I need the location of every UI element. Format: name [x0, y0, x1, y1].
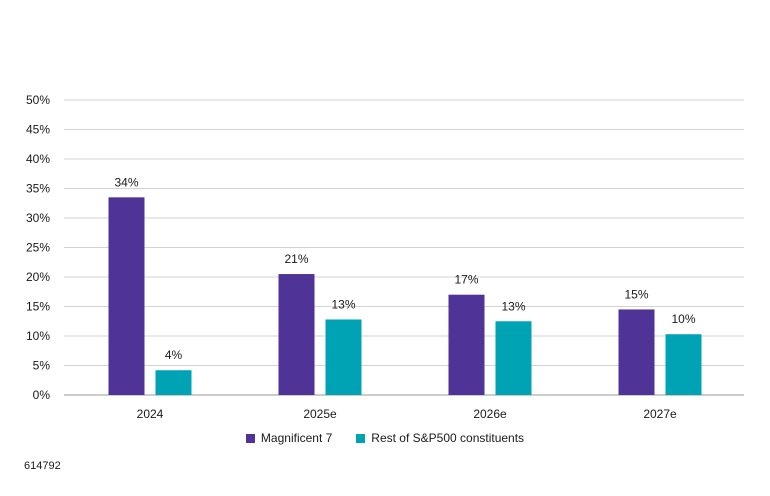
- y-tick-label: 15%: [26, 300, 50, 314]
- gridlines: [64, 99, 744, 396]
- legend: Magnificent 7 Rest of S&P500 constituent…: [0, 431, 770, 445]
- data-label: 10%: [671, 312, 695, 326]
- data-label: 17%: [454, 273, 478, 287]
- x-tick-label: 2027e: [643, 407, 677, 421]
- y-tick-label: 0%: [33, 388, 51, 402]
- bar: [325, 319, 362, 395]
- x-axis-ticks: 2024 2025e 2026e 2027e: [137, 407, 677, 421]
- y-axis-ticks: 0% 5% 10% 15% 20% 25% 30% 35% 40% 45% 50%: [26, 93, 50, 402]
- bar: [155, 370, 192, 395]
- y-tick-label: 45%: [26, 123, 50, 137]
- data-label: 13%: [331, 297, 355, 311]
- bars: 34% 4% 21% 13% 17% 13% 15% 10%: [108, 175, 702, 395]
- bar: [448, 294, 485, 395]
- bar: [618, 309, 655, 395]
- legend-item-magnificent-7: Magnificent 7: [245, 431, 333, 445]
- data-label: 13%: [501, 299, 525, 313]
- data-label: 15%: [624, 287, 648, 301]
- bar: [665, 334, 702, 395]
- x-tick-label: 2024: [137, 407, 164, 421]
- y-tick-label: 5%: [33, 359, 51, 373]
- legend-swatch-rest-of-sp500: [356, 433, 366, 443]
- legend-swatch-magnificent-7: [245, 433, 255, 443]
- y-tick-label: 25%: [26, 241, 50, 255]
- legend-label: Magnificent 7: [260, 431, 333, 445]
- y-tick-label: 40%: [26, 152, 50, 166]
- y-tick-label: 35%: [26, 182, 50, 196]
- y-tick-label: 50%: [26, 93, 50, 107]
- x-tick-label: 2026e: [473, 407, 507, 421]
- bar: [278, 274, 315, 395]
- x-tick-label: 2025e: [303, 407, 337, 421]
- data-label: 4%: [165, 348, 183, 362]
- legend-label: Rest of S&P500 constituents: [371, 431, 525, 445]
- data-label: 34%: [114, 175, 138, 189]
- footnote-id: 614792: [24, 460, 61, 472]
- legend-item-rest-of-sp500: Rest of S&P500 constituents: [356, 431, 524, 445]
- bar: [495, 321, 532, 395]
- y-tick-label: 30%: [26, 211, 50, 225]
- bar: [108, 197, 145, 395]
- y-tick-label: 10%: [26, 329, 50, 343]
- data-label: 21%: [284, 252, 308, 266]
- y-tick-label: 20%: [26, 270, 50, 284]
